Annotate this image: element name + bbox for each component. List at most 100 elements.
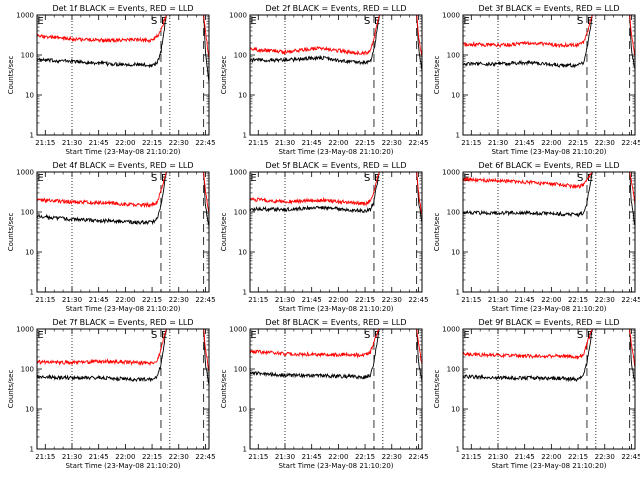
y-tick-label: 1000: [229, 326, 247, 334]
plot-data: [463, 172, 635, 227]
y-tick-label: 1000: [16, 169, 34, 177]
y-axis-label: Counts/sec: [433, 370, 441, 409]
x-tick-label: 21:45: [302, 453, 322, 461]
x-tick-label: 22:30: [382, 453, 402, 461]
annotation-s: S: [151, 16, 157, 27]
x-tick-label: 22:00: [115, 453, 135, 461]
y-tick-label: 100: [234, 52, 247, 60]
annotation-e-start: E: [463, 330, 469, 341]
x-tick-label: 22:00: [328, 296, 348, 304]
x-tick-label: 22:45: [195, 453, 215, 461]
y-tick-label: 1: [456, 132, 460, 140]
x-axis-label: Start Time (23-May-08 21:10:20): [278, 305, 393, 313]
x-tick-label: 22:15: [568, 453, 588, 461]
x-tick-label: 22:45: [195, 139, 215, 147]
y-tick-label: 10: [238, 92, 247, 100]
x-tick-label: 21:30: [275, 296, 295, 304]
x-tick-label: 22:45: [621, 296, 640, 304]
annotation-s: S: [577, 173, 583, 184]
x-tick-label: 21:45: [515, 139, 535, 147]
x-tick-label: 22:15: [568, 296, 588, 304]
x-tick-label: 22:30: [169, 453, 189, 461]
y-axis-label: Counts/sec: [220, 370, 228, 409]
series-line-events: [250, 15, 422, 71]
detector-chart: Det 5f BLACK = Events, RED = LLD Counts/s…: [220, 161, 429, 313]
x-tick-label: 21:45: [515, 453, 535, 461]
detector-chart: Det 2f BLACK = Events, RED = LLD Counts/s…: [220, 4, 429, 156]
annotation-s: S: [577, 330, 583, 341]
plot-frame: [462, 328, 636, 450]
y-tick-label: 1: [456, 446, 460, 454]
x-tick-label: 21:15: [248, 139, 268, 147]
y-tick-label: 10: [238, 406, 247, 414]
series-line-events: [250, 172, 422, 224]
x-tick-label: 21:45: [89, 453, 109, 461]
series-line-lld: [463, 172, 635, 207]
x-tick-label: 21:30: [62, 139, 82, 147]
x-tick-label: 22:30: [382, 296, 402, 304]
y-axis-label: Counts/sec: [433, 213, 441, 252]
x-tick-label: 21:15: [248, 296, 268, 304]
y-tick-label: 100: [447, 52, 460, 60]
x-tick-label: 21:15: [248, 453, 268, 461]
x-tick-label: 21:30: [488, 453, 508, 461]
plot-data: [463, 329, 635, 383]
x-tick-label: 22:30: [595, 139, 615, 147]
x-tick-label: 22:15: [142, 296, 162, 304]
plot-frame: [249, 171, 423, 293]
x-tick-label: 22:45: [621, 453, 640, 461]
plot-data: [250, 172, 422, 224]
x-tick-label: 21:30: [62, 453, 82, 461]
y-tick-label: 10: [451, 249, 460, 257]
x-tick-label: 22:00: [115, 296, 135, 304]
annotation-s: S: [151, 330, 157, 341]
series-line-events: [37, 329, 209, 385]
annotation-e-start: E: [250, 330, 256, 341]
y-axis-label: Counts/sec: [7, 370, 15, 409]
x-tick-label: 22:30: [595, 296, 615, 304]
chart-title: Det 3f BLACK = Events, RED = LLD: [478, 4, 619, 13]
x-tick-label: 22:00: [115, 139, 135, 147]
x-tick-label: 22:00: [541, 296, 561, 304]
series-line-events: [250, 329, 422, 383]
x-tick-label: 21:45: [515, 296, 535, 304]
chart-title: Det 4f BLACK = Events, RED = LLD: [52, 161, 193, 170]
y-tick-label: 10: [25, 249, 34, 257]
detector-chart: Det 4f BLACK = Events, RED = LLD Counts/s…: [7, 161, 216, 313]
chart-title: Det 8f BLACK = Events, RED = LLD: [265, 318, 406, 327]
x-tick-label: 22:00: [541, 453, 561, 461]
y-tick-label: 1000: [442, 169, 460, 177]
series-line-lld: [250, 15, 422, 58]
annotation-e-start: E: [37, 173, 43, 184]
y-tick-label: 1: [243, 446, 247, 454]
y-tick-label: 10: [25, 406, 34, 414]
x-tick-label: 22:45: [408, 296, 428, 304]
y-tick-label: 1000: [442, 12, 460, 20]
series-line-lld: [463, 329, 635, 368]
chart-title: Det 1f BLACK = Events, RED = LLD: [52, 4, 193, 13]
plot-data: [250, 15, 422, 71]
plot-frame: [36, 328, 210, 450]
x-tick-label: 21:45: [89, 139, 109, 147]
y-tick-label: 10: [238, 249, 247, 257]
plot-frame: [462, 171, 636, 293]
detector-chart: Det 3f BLACK = Events, RED = LLD Counts/s…: [433, 4, 640, 156]
y-axis-label: Counts/sec: [220, 56, 228, 95]
y-axis-label: Counts/sec: [7, 56, 15, 95]
y-tick-label: 10: [451, 92, 460, 100]
detector-chart: Det 1f BLACK = Events, RED = LLD Counts/s…: [7, 4, 216, 156]
annotation-e-end: E: [587, 173, 593, 184]
x-tick-label: 22:15: [355, 296, 375, 304]
y-tick-label: 1: [30, 132, 34, 140]
x-axis-label: Start Time (23-May-08 21:10:20): [65, 305, 180, 313]
x-axis-label: Start Time (23-May-08 21:10:20): [65, 148, 180, 156]
chart-title: Det 9f BLACK = Events, RED = LLD: [478, 318, 619, 327]
y-tick-label: 100: [447, 209, 460, 217]
series-line-events: [463, 172, 635, 227]
series-line-lld: [463, 15, 635, 57]
y-tick-label: 1: [30, 289, 34, 297]
y-tick-label: 1: [456, 289, 460, 297]
x-tick-label: 22:45: [408, 139, 428, 147]
series-line-lld: [250, 172, 422, 217]
y-tick-label: 100: [234, 366, 247, 374]
